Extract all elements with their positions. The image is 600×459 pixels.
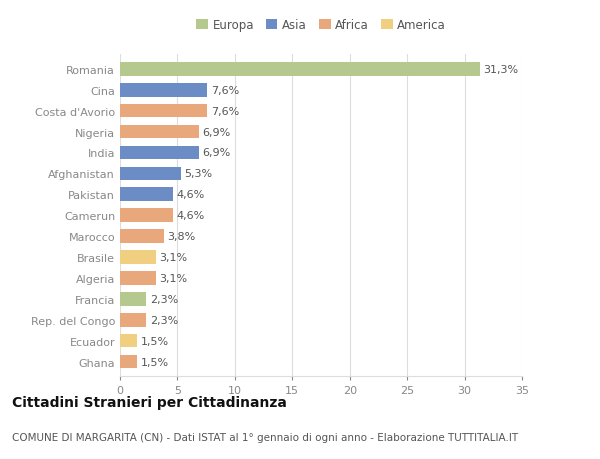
Text: 3,1%: 3,1%: [159, 252, 187, 263]
Bar: [120, 251, 155, 264]
Text: 3,8%: 3,8%: [167, 232, 196, 241]
Bar: [120, 292, 146, 306]
Text: 6,9%: 6,9%: [203, 127, 231, 137]
Bar: [120, 146, 199, 160]
Text: 3,1%: 3,1%: [159, 273, 187, 283]
Bar: [120, 84, 207, 97]
Bar: [120, 125, 199, 139]
Text: 2,3%: 2,3%: [150, 315, 178, 325]
Bar: [120, 230, 164, 243]
Text: 1,5%: 1,5%: [140, 357, 169, 367]
Text: 7,6%: 7,6%: [211, 106, 239, 117]
Bar: [120, 272, 155, 285]
Text: 4,6%: 4,6%: [176, 211, 205, 221]
Bar: [120, 63, 479, 77]
Bar: [120, 355, 137, 369]
Bar: [120, 167, 181, 181]
Text: Cittadini Stranieri per Cittadinanza: Cittadini Stranieri per Cittadinanza: [12, 395, 287, 409]
Text: 6,9%: 6,9%: [203, 148, 231, 158]
Text: 7,6%: 7,6%: [211, 85, 239, 95]
Text: 1,5%: 1,5%: [140, 336, 169, 346]
Text: 5,3%: 5,3%: [184, 169, 212, 179]
Bar: [120, 209, 173, 223]
Bar: [120, 313, 146, 327]
Text: 2,3%: 2,3%: [150, 294, 178, 304]
Bar: [120, 334, 137, 348]
Text: COMUNE DI MARGARITA (CN) - Dati ISTAT al 1° gennaio di ogni anno - Elaborazione : COMUNE DI MARGARITA (CN) - Dati ISTAT al…: [12, 432, 518, 442]
Legend: Europa, Asia, Africa, America: Europa, Asia, Africa, America: [196, 19, 446, 32]
Bar: [120, 105, 207, 118]
Text: 31,3%: 31,3%: [483, 65, 518, 75]
Text: 4,6%: 4,6%: [176, 190, 205, 200]
Bar: [120, 188, 173, 202]
